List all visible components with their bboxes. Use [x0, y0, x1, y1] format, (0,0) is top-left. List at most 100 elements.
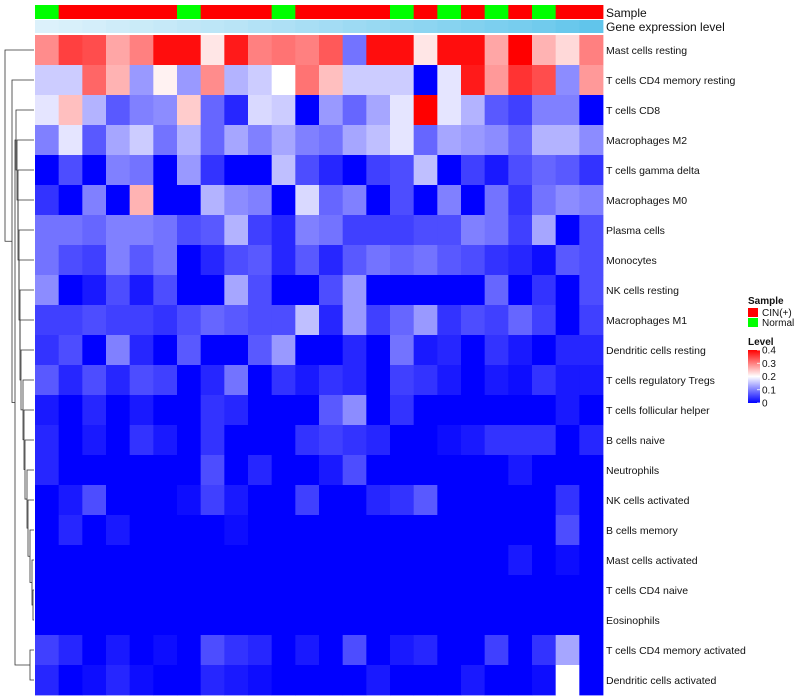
heatmap-cell	[508, 65, 533, 96]
heatmap-cell	[437, 275, 462, 306]
heatmap-cell	[508, 125, 533, 156]
heatmap-cell	[224, 155, 249, 186]
heatmap-cell	[153, 95, 178, 126]
heatmap-cell	[319, 275, 344, 306]
heatmap-cell	[532, 365, 557, 396]
heatmap-cell	[461, 515, 486, 546]
heatmap-cell	[58, 455, 83, 486]
heatmap-cell	[177, 395, 202, 426]
gene-expression-annotation-cell	[319, 20, 344, 33]
heatmap-cell	[200, 35, 225, 66]
heatmap-cell	[508, 245, 533, 276]
sample-annotation-cell	[366, 5, 391, 19]
heatmap-cell	[106, 95, 131, 126]
heatmap-cell	[390, 335, 415, 366]
heatmap-cell	[484, 365, 509, 396]
heatmap-cell	[35, 425, 60, 456]
heatmap-cell	[82, 665, 107, 696]
heatmap-cell	[532, 155, 557, 186]
heatmap-cell	[82, 425, 107, 456]
heatmap-cell	[437, 365, 462, 396]
heatmap-cell	[555, 95, 580, 126]
heatmap-cell	[295, 455, 320, 486]
legend-level-tick-label: 0	[762, 399, 768, 410]
heatmap-cell	[508, 515, 533, 546]
heatmap-cell	[177, 605, 202, 636]
heatmap-cell	[153, 515, 178, 546]
heatmap-cell	[461, 65, 486, 96]
heatmap-cell	[484, 155, 509, 186]
heatmap-cell	[437, 95, 462, 126]
heatmap-cell	[129, 275, 154, 306]
heatmap-cell	[319, 155, 344, 186]
heatmap-cell	[58, 95, 83, 126]
heatmap-cell	[129, 185, 154, 216]
heatmap-cell	[200, 665, 225, 696]
heatmap-cell	[200, 125, 225, 156]
heatmap-cell	[319, 455, 344, 486]
heatmap-cell	[555, 395, 580, 426]
heatmap-cell	[342, 425, 367, 456]
heatmap-cell	[413, 605, 438, 636]
heatmap-cell	[579, 605, 604, 636]
heatmap-cell	[437, 635, 462, 666]
heatmap-cell	[555, 245, 580, 276]
heatmap-cell	[366, 215, 391, 246]
dendrogram-branch	[29, 649, 34, 681]
gene-expression-annotation-cell	[390, 20, 415, 33]
heatmap-cell	[177, 305, 202, 336]
heatmap-cell	[413, 215, 438, 246]
heatmap-cell	[532, 95, 557, 126]
heatmap-cell	[555, 305, 580, 336]
heatmap-cell	[342, 125, 367, 156]
heatmap-cell	[319, 65, 344, 96]
heatmap-cell	[437, 665, 462, 696]
heatmap-cell	[106, 155, 131, 186]
heatmap-cell	[82, 365, 107, 396]
heatmap-cell	[35, 275, 60, 306]
heatmap-cell	[319, 215, 344, 246]
row-labels: Mast cells resting T cells CD4 memory res…	[606, 45, 746, 687]
heatmap-cell	[484, 95, 509, 126]
heatmap-cell	[508, 395, 533, 426]
heatmap-cell	[82, 635, 107, 666]
heatmap-cell	[35, 545, 60, 576]
heatmap-cell	[106, 335, 131, 366]
heatmap-cell	[153, 485, 178, 516]
heatmap-cell	[58, 305, 83, 336]
heatmap-cell	[532, 545, 557, 576]
heatmap-cell	[248, 455, 273, 486]
heatmap-cell	[532, 575, 557, 606]
heatmap-cell	[579, 95, 604, 126]
gene-expression-annotation-cell	[200, 20, 225, 33]
heatmap-cell	[508, 455, 533, 486]
heatmap-cell	[437, 185, 462, 216]
heatmap-cell	[177, 425, 202, 456]
heatmap-cell	[319, 575, 344, 606]
gene-expression-annotation-cell	[437, 20, 462, 33]
heatmap-cell	[106, 185, 131, 216]
heatmap-cell	[58, 335, 83, 366]
heatmap-cell	[153, 215, 178, 246]
heatmap-cell	[58, 365, 83, 396]
heatmap-cell	[390, 155, 415, 186]
heatmap-cell	[532, 395, 557, 426]
heatmap-cell	[106, 35, 131, 66]
heatmap-cell	[390, 215, 415, 246]
heatmap-cell	[413, 335, 438, 366]
row-label: Eosinophils	[606, 615, 660, 627]
heatmap-cell	[129, 95, 154, 126]
heatmap-cell	[224, 95, 249, 126]
heatmap-cell	[319, 515, 344, 546]
sample-annotation-cell	[58, 5, 83, 19]
heatmap-cell	[224, 125, 249, 156]
heatmap-cell	[508, 185, 533, 216]
heatmap-cell	[319, 245, 344, 276]
heatmap-cell	[366, 65, 391, 96]
heatmap-cell	[271, 155, 296, 186]
legend-sample-entries: CIN(+)Normal	[748, 308, 794, 329]
heatmap-cell	[366, 665, 391, 696]
heatmap-cell	[390, 605, 415, 636]
gene-expression-annotation-cell	[484, 20, 509, 33]
gene-expression-annotation-cell	[271, 20, 296, 33]
